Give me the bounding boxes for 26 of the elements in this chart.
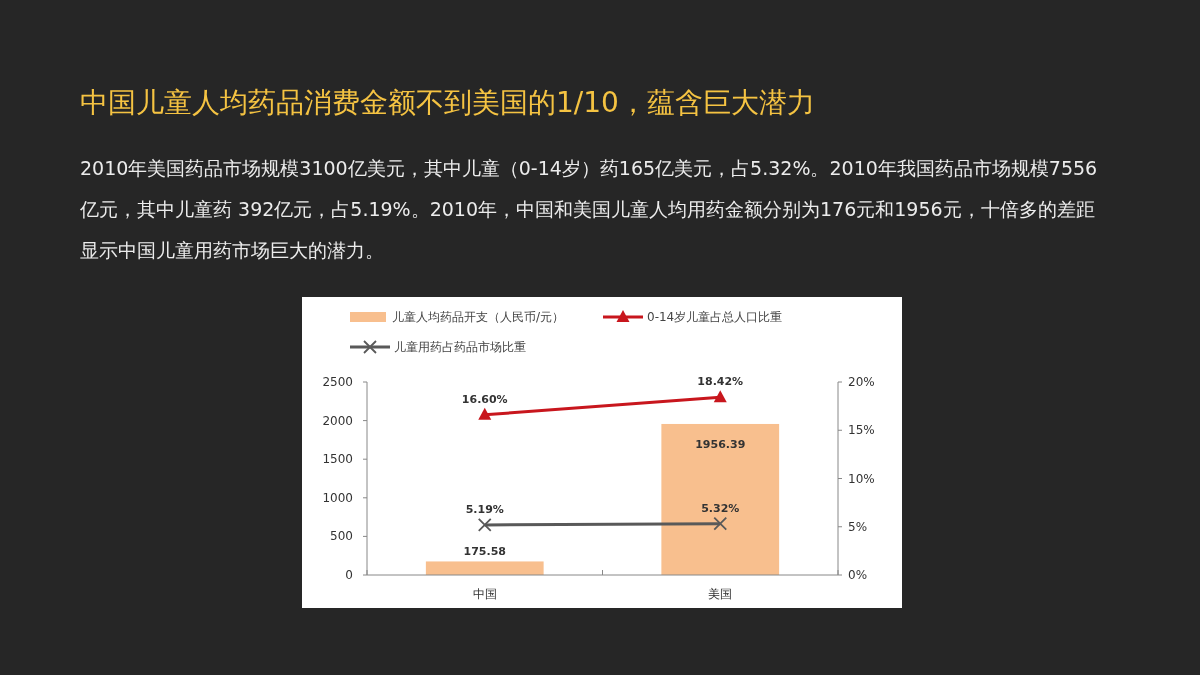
data-label: 1956.39 bbox=[695, 437, 746, 451]
data-label: 175.58 bbox=[463, 545, 506, 559]
x-tick-label: 中国 bbox=[472, 587, 497, 601]
y2-tick-label: 5% bbox=[848, 519, 868, 534]
y2-tick-label: 0% bbox=[848, 568, 868, 582]
y2-tick-label: 20% bbox=[848, 375, 875, 389]
legend-label: 儿童人均药品开支（人民币/元） bbox=[392, 310, 565, 324]
x-tick-label: 美国 bbox=[708, 587, 733, 601]
y2-tick-label: 15% bbox=[848, 423, 875, 438]
data-label: 5.19% bbox=[465, 502, 504, 516]
y-tick-label: 1000 bbox=[322, 490, 353, 505]
y2-tick-label: 10% bbox=[848, 471, 875, 486]
chart-subtitle: 2010年美国药品市场规模3100亿美元，其中儿童（0-14岁）药165亿美元，占5.32%。2010年我国药品市场规模7556亿元，其中儿童药 392亿元，占5.19%。2010年，中国和美国儿童人均用药金额分别为176元和1956元，十倍多的差距显示中国儿童用药市场巨大的潜力。 bbox=[79, 157, 1098, 261]
legend-label: 0-14岁儿童占总人口比重 bbox=[647, 310, 783, 324]
y-tick-label: 0 bbox=[345, 568, 353, 582]
data-label: 5.32% bbox=[701, 501, 740, 515]
chart-title: 中国儿童人均药品消费金额不到美国的1/10，蕴含巨大潜力 bbox=[80, 86, 815, 119]
y-tick-label: 500 bbox=[330, 529, 353, 544]
data-label: 16.60% bbox=[461, 392, 508, 406]
y-tick-label: 1500 bbox=[322, 452, 353, 467]
point bbox=[477, 518, 492, 532]
y-tick-label: 2000 bbox=[322, 413, 353, 428]
point bbox=[713, 516, 728, 531]
y-tick-label: 2500 bbox=[322, 375, 353, 389]
legend-label: 儿童用药占药品市场比重 bbox=[394, 340, 526, 354]
data-label: 18.42% bbox=[697, 375, 744, 389]
